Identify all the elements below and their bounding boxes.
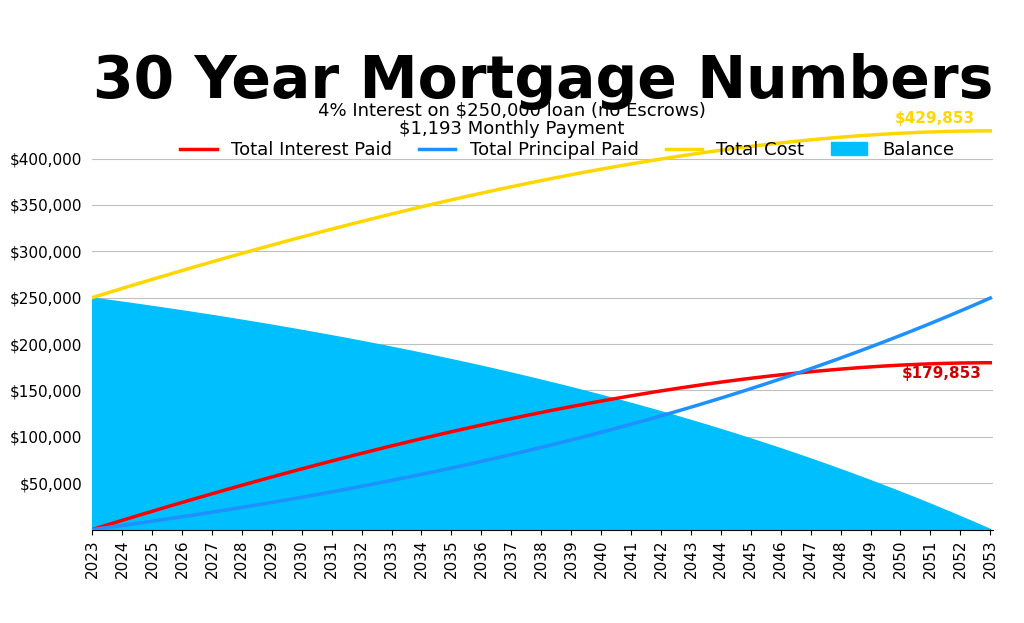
Total Interest Paid xyxy=(86,526,98,533)
Total Principal Paid xyxy=(647,414,659,422)
Total Cost xyxy=(111,286,123,293)
Total Interest Paid xyxy=(597,397,609,404)
Text: 4% Interest on $250,000 loan (no Escrows): 4% Interest on $250,000 loan (no Escrows… xyxy=(318,102,706,119)
Total Interest Paid xyxy=(874,363,887,370)
Line: Total Interest Paid: Total Interest Paid xyxy=(92,363,990,530)
Legend: Total Interest Paid, Total Principal Paid, Total Cost, Balance: Total Interest Paid, Total Principal Pai… xyxy=(173,134,962,166)
Total Cost xyxy=(628,159,640,167)
Total Principal Paid xyxy=(111,523,123,530)
Line: Total Cost: Total Cost xyxy=(92,131,990,298)
Text: $1,193 Monthly Payment: $1,193 Monthly Payment xyxy=(399,120,625,138)
Total Interest Paid xyxy=(253,477,265,484)
Line: Total Principal Paid: Total Principal Paid xyxy=(92,298,990,530)
Total Cost xyxy=(86,294,98,302)
Title: 30 Year Mortgage Numbers: 30 Year Mortgage Numbers xyxy=(92,53,993,110)
Total Interest Paid xyxy=(984,359,996,366)
Total Principal Paid xyxy=(874,340,887,347)
Total Interest Paid xyxy=(647,388,659,396)
Total Principal Paid xyxy=(628,420,640,427)
Total Cost xyxy=(984,127,996,135)
Total Interest Paid xyxy=(111,518,123,526)
Total Principal Paid xyxy=(984,294,996,302)
Text: $429,853: $429,853 xyxy=(895,112,975,126)
Total Cost xyxy=(874,131,887,138)
Total Cost xyxy=(253,245,265,252)
Text: $179,853: $179,853 xyxy=(901,366,981,381)
Total Cost xyxy=(597,165,609,173)
Total Principal Paid xyxy=(86,526,98,533)
Total Cost xyxy=(647,156,659,164)
Total Principal Paid xyxy=(253,501,265,508)
Total Principal Paid xyxy=(597,428,609,435)
Total Interest Paid xyxy=(628,392,640,399)
